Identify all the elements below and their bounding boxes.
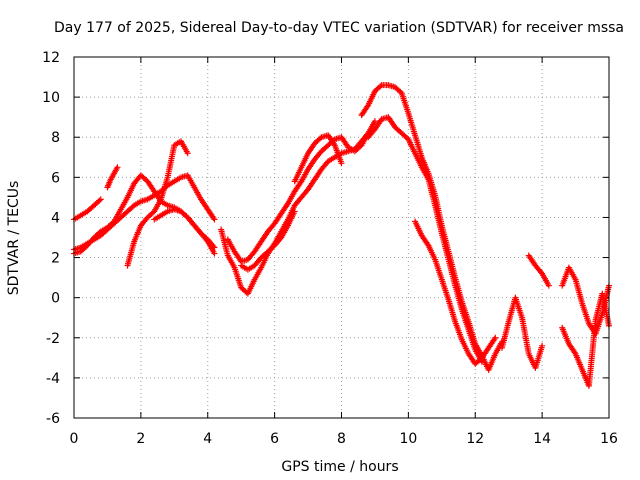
series-sat-m (412, 218, 499, 367)
data-point (96, 197, 103, 204)
data-point (211, 216, 218, 223)
series-sat-n (499, 294, 546, 371)
data-point (545, 282, 552, 289)
y-tick-label: -2 (46, 331, 60, 347)
y-tick-label: 8 (51, 130, 60, 146)
y-tick-label: 2 (51, 251, 60, 267)
data-point (97, 196, 104, 203)
series-sat-d (104, 164, 121, 191)
y-tick-label: 10 (42, 90, 60, 106)
data-point (492, 334, 499, 341)
data-point (114, 164, 121, 171)
x-tick-label: 16 (600, 431, 618, 447)
y-tick-label: 6 (51, 170, 60, 186)
series-sat-c (71, 196, 104, 223)
series-sat-a (71, 172, 218, 253)
y-tick-label: -6 (46, 411, 60, 427)
series-sat-f (151, 206, 218, 257)
x-tick-label: 6 (270, 431, 279, 447)
series-sat-h (224, 118, 378, 265)
series-sat-l (365, 114, 485, 365)
data-point (317, 135, 324, 142)
data-point (539, 342, 546, 349)
series-sat-i (238, 208, 298, 273)
plot-frame (73, 56, 610, 419)
data-point (377, 83, 384, 90)
series-sat-o (525, 252, 552, 289)
data-point (291, 208, 298, 215)
chart-title: Day 177 of 2025, Sidereal Day-to-day VTE… (54, 20, 624, 36)
x-tick-label: 2 (136, 431, 145, 447)
grid-lines (74, 57, 609, 418)
axis-ticks: 0 2 4 6 8 10 12 14 16 -6 -4 -2 0 2 4 6 8 10 12 (42, 50, 618, 447)
series-sat-k (358, 82, 505, 373)
series-sat-e (124, 138, 191, 269)
data-point (338, 160, 345, 167)
series-sat-q (559, 290, 612, 389)
x-tick-label: 4 (203, 431, 212, 447)
y-tick-label: 12 (42, 50, 60, 66)
data-point (397, 88, 404, 95)
series-sat-b (71, 172, 218, 257)
x-tick-label: 14 (533, 431, 551, 447)
data-point (538, 269, 545, 276)
data-point (203, 237, 210, 244)
x-axis-label: GPS time / hours (281, 459, 398, 475)
data-point (184, 150, 191, 157)
y-tick-label: 0 (51, 291, 60, 307)
data-points (71, 82, 612, 389)
x-tick-label: 8 (337, 431, 346, 447)
data-point (277, 235, 284, 242)
x-tick-label: 10 (399, 431, 417, 447)
data-point (371, 118, 378, 125)
series-sat-j (291, 132, 345, 185)
y-tick-label: 4 (51, 210, 60, 226)
y-axis-label: SDTVAR / TECUs (6, 181, 22, 296)
y-tick-label: -4 (46, 371, 60, 387)
x-tick-label: 12 (466, 431, 484, 447)
data-point (96, 229, 103, 236)
x-tick-label: 0 (70, 431, 79, 447)
data-point (129, 203, 136, 210)
data-point (211, 250, 218, 257)
